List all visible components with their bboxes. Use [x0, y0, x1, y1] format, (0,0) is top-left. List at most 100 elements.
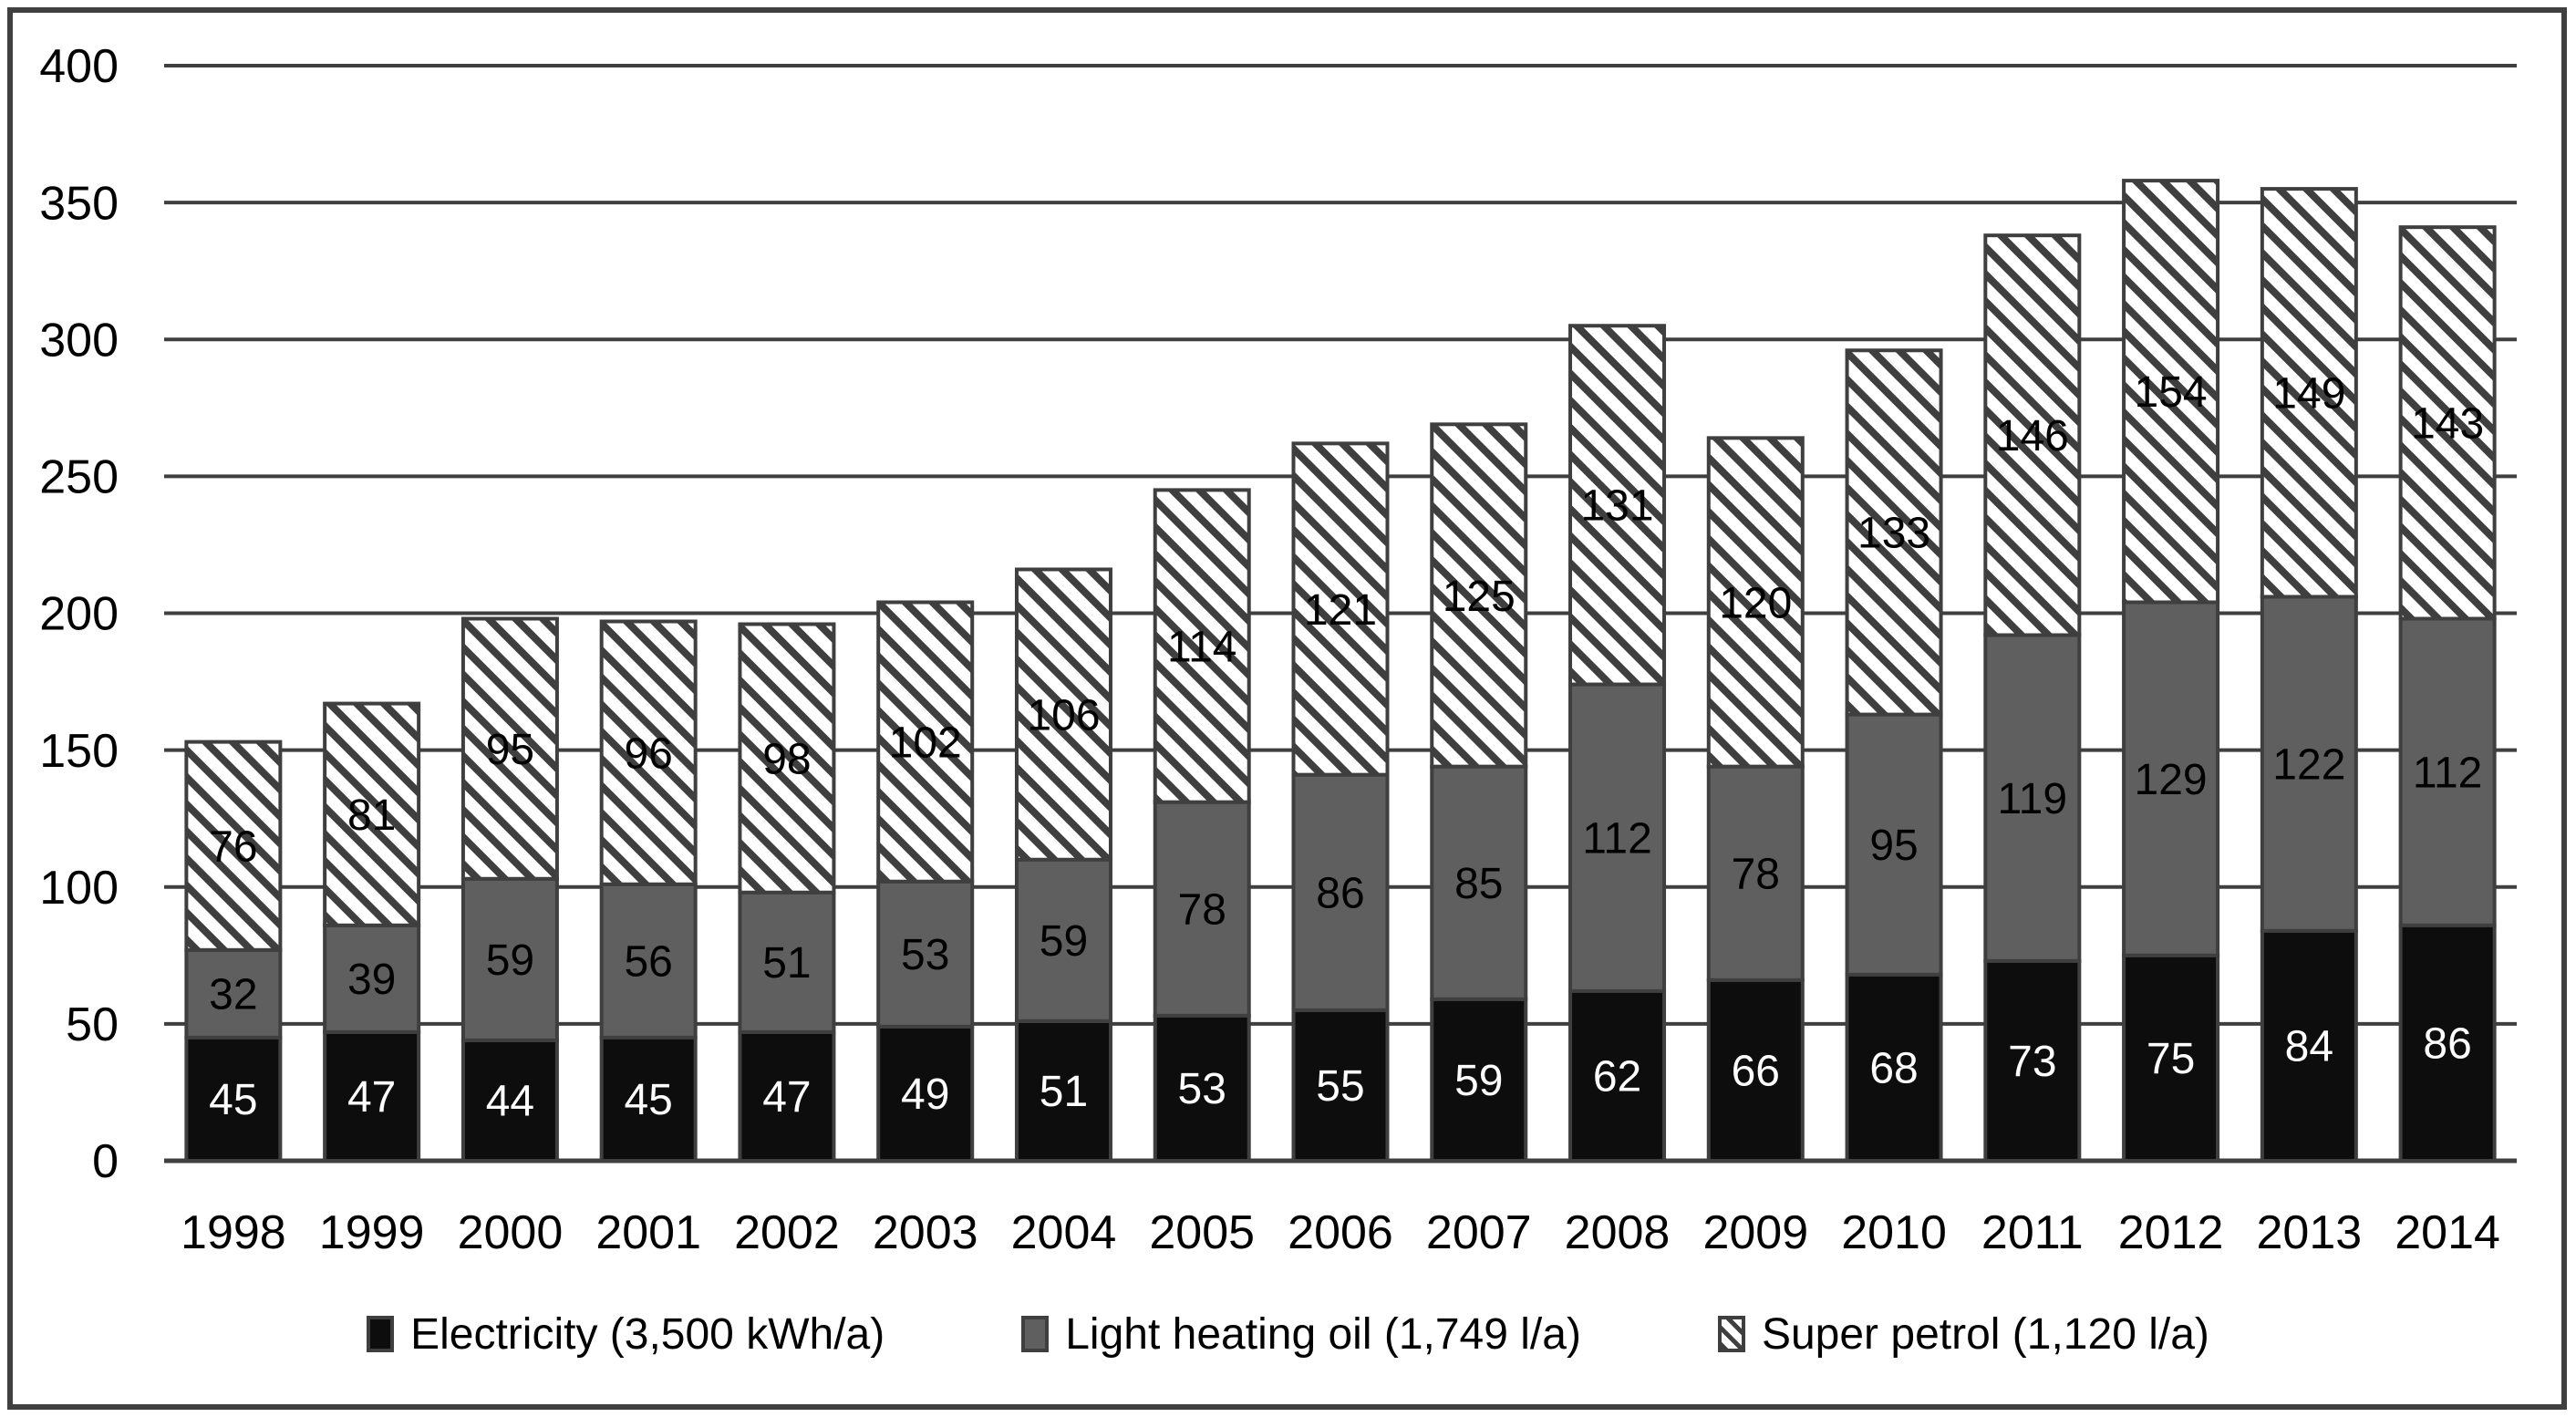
legend-item-super-petrol: Super petrol (1,120 l/a)	[1717, 1309, 2209, 1360]
bars: 4532764739814459954556964751984953102515…	[184, 179, 2497, 1164]
x-axis-label-2001: 2001	[595, 1206, 701, 1259]
bar-segment-2-2004	[1014, 567, 1112, 862]
bar-value-label: 51	[1040, 1068, 1088, 1116]
y-tick-label: 200	[39, 588, 119, 641]
bar-segment-2-2006	[1291, 441, 1390, 777]
bar-value-label: 32	[209, 971, 257, 1019]
bar-segment-1-2014	[2398, 616, 2497, 927]
bar-value-label: 53	[901, 931, 949, 979]
bar-group-2004: 51 59 106	[1014, 567, 1112, 1164]
bar-value-label: 125	[1443, 573, 1516, 621]
bar-segment-2-2012	[2122, 179, 2220, 605]
bar-segment-0-2001	[599, 1035, 698, 1163]
y-tick-label: 50	[66, 998, 119, 1051]
bar-segment-0-2011	[1983, 958, 2082, 1163]
bar-value-label: 96	[624, 729, 672, 778]
x-axis-label-2000: 2000	[458, 1206, 564, 1259]
bar-value-label: 76	[209, 823, 257, 872]
bar-group-2007: 59 85 125	[1430, 422, 1528, 1164]
bar-segment-0-2012	[2122, 953, 2220, 1163]
bar-value-label: 45	[209, 1076, 257, 1124]
bar-segment-2-2010	[1845, 348, 1943, 717]
bar-value-label: 112	[2413, 749, 2483, 797]
bar-segment-1-2009	[1706, 764, 1805, 982]
bar-value-label: 129	[2135, 756, 2208, 804]
bar-value-label: 44	[486, 1078, 534, 1126]
x-axis-label-2009: 2009	[1702, 1206, 1808, 1259]
x-axis-label-2014: 2014	[2395, 1206, 2500, 1259]
bar-value-label: 84	[2285, 1023, 2333, 1071]
y-axis-tick-labels: 0 50 100 150 200 250 300 350 400	[39, 40, 119, 1188]
y-tick-label: 0	[92, 1135, 119, 1188]
bar-group-2000: 44 59 95	[460, 616, 559, 1164]
bar-segment-2-2000	[460, 616, 559, 881]
bar-value-label: 66	[1732, 1048, 1780, 1096]
x-axis-label-2003: 2003	[873, 1206, 978, 1259]
bar-segment-1-2010	[1845, 712, 1943, 977]
bar-segment-1-1999	[323, 923, 421, 1034]
bar-value-label: 149	[2272, 370, 2345, 419]
bar-value-label: 146	[1996, 412, 2069, 460]
x-axis-label-2013: 2013	[2257, 1206, 2363, 1259]
bar-segment-1-2002	[738, 890, 836, 1034]
x-axis-label-2011: 2011	[1981, 1206, 2084, 1259]
bar-segment-2-2013	[2260, 187, 2358, 599]
bar-group-2013: 84 122 149	[2260, 187, 2358, 1163]
bar-value-label: 120	[1719, 579, 1792, 627]
bar-value-label: 53	[1178, 1065, 1226, 1113]
bar-segment-1-2000	[460, 876, 559, 1042]
bar-value-label: 95	[1869, 822, 1918, 870]
bar-value-label: 49	[901, 1071, 949, 1119]
bar-value-label: 114	[1167, 623, 1237, 671]
bar-segment-2-2002	[738, 622, 836, 895]
bar-group-2005: 53 78 114	[1153, 488, 1251, 1164]
bar-value-label: 56	[624, 938, 672, 987]
bar-value-label: 86	[2423, 1020, 2471, 1069]
bar-value-label: 121	[1304, 586, 1377, 635]
bar-segment-1-2004	[1014, 857, 1112, 1023]
y-tick-label: 350	[39, 177, 119, 230]
bar-group-2001: 45 56 96	[599, 619, 698, 1163]
bar-segment-2-2003	[876, 600, 975, 884]
bar-group-2011: 73 119 146	[1983, 233, 2082, 1163]
bar-segment-0-2007	[1430, 997, 1528, 1164]
bar-value-label: 119	[1998, 775, 2068, 823]
bar-segment-0-2014	[2398, 923, 2497, 1163]
bar-group-2002: 47 51 98	[738, 622, 836, 1163]
bar-value-label: 95	[486, 726, 534, 774]
bar-value-label: 106	[1027, 691, 1100, 740]
x-axis-label-2010: 2010	[1841, 1206, 1947, 1259]
legend-swatch-electricity-icon	[367, 1316, 395, 1352]
bar-segment-0-2009	[1706, 977, 1805, 1163]
bar-value-label: 78	[1178, 886, 1226, 935]
bar-value-label: 78	[1732, 851, 1780, 899]
bar-segment-0-2013	[2260, 928, 2358, 1163]
bar-group-1999: 47 39 81	[323, 701, 421, 1163]
bar-segment-1-2003	[876, 879, 975, 1029]
bar-value-label: 59	[1040, 917, 1088, 966]
bar-value-label: 122	[2272, 740, 2345, 789]
bar-segment-1-2007	[1430, 764, 1528, 1001]
bar-value-label: 131	[1580, 482, 1653, 531]
y-tick-label: 100	[39, 862, 119, 915]
bar-value-label: 75	[2147, 1035, 2195, 1083]
legend-swatch-heating-oil-icon	[1021, 1316, 1050, 1352]
bar-value-label: 81	[347, 791, 396, 840]
legend-item-electricity: Electricity (3,500 kWh/a)	[367, 1309, 885, 1360]
bar-segment-2-2014	[2398, 225, 2497, 621]
bar-value-label: 102	[889, 719, 962, 767]
y-tick-label: 250	[39, 451, 119, 504]
bar-segment-0-2005	[1153, 1013, 1251, 1164]
bar-value-label: 73	[2008, 1038, 2056, 1086]
bar-segment-1-2012	[2122, 600, 2220, 957]
bar-segment-2-2008	[1568, 324, 1667, 687]
bar-group-2008: 62 112 131	[1568, 324, 1667, 1163]
bar-value-label: 39	[347, 956, 396, 1004]
chart-legend: Electricity (3,500 kWh/a) Light heating …	[0, 1293, 2576, 1375]
bar-segment-2-2001	[599, 619, 698, 886]
y-tick-label: 150	[39, 725, 119, 778]
legend-label-heating-oil: Light heating oil (1,749 l/a)	[1065, 1309, 1581, 1359]
bar-group-2012: 75 129 154	[2122, 179, 2220, 1163]
bar-value-label: 85	[1454, 860, 1503, 908]
